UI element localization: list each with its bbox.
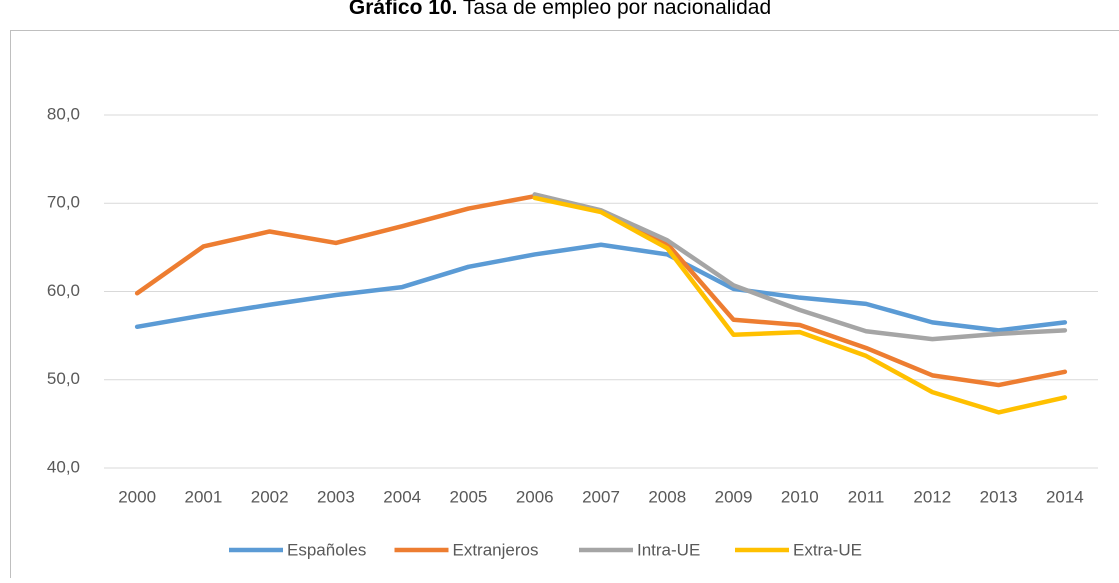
legend-label: Extra-UE (793, 540, 862, 559)
x-tick-label: 2011 (848, 487, 885, 506)
x-tick-label: 2008 (648, 487, 686, 506)
x-tick-label: 2003 (317, 487, 355, 506)
x-tick-label: 2004 (383, 487, 421, 506)
x-tick-label: 2009 (715, 487, 753, 506)
y-tick-label: 80,0 (47, 104, 80, 123)
y-tick-label: 50,0 (47, 369, 80, 388)
legend-label: Extranjeros (453, 540, 539, 559)
x-tick-label: 2006 (516, 487, 554, 506)
x-tick-label: 2001 (184, 487, 222, 506)
x-tick-label: 2002 (251, 487, 289, 506)
x-tick-label: 2012 (913, 487, 951, 506)
chart-frame (11, 31, 1119, 579)
legend-label: Españoles (287, 540, 366, 559)
y-tick-label: 70,0 (47, 193, 80, 212)
x-tick-label: 2005 (450, 487, 488, 506)
title-text: Tasa de empleo por nacionalidad (463, 0, 771, 19)
x-tick-label: 2007 (582, 487, 620, 506)
x-tick-label: 2014 (1046, 487, 1084, 506)
y-tick-label: 60,0 (47, 281, 80, 300)
x-tick-label: 2000 (118, 487, 156, 506)
x-tick-label: 2013 (980, 487, 1018, 506)
y-tick-label: 40,0 (47, 457, 80, 476)
legend-label: Intra-UE (637, 540, 700, 559)
x-tick-label: 2010 (781, 487, 819, 506)
title-number: Gráfico 10. (349, 0, 458, 19)
chart-title: Gráfico 10. Tasa de empleo por nacionali… (349, 0, 771, 19)
